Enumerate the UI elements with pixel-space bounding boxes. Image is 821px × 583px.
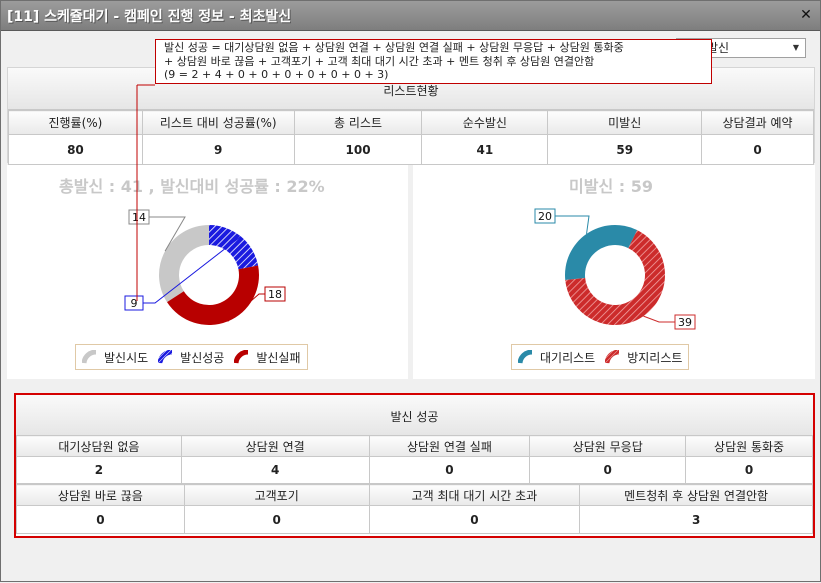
val-no-connect-after-ment: 3 (579, 505, 813, 534)
right-legend: 대기리스트 방지리스트 (511, 344, 690, 370)
donut-callout-line-2 (227, 293, 265, 322)
list-status-panel: 리스트현황 진행률(%) 리스트 대비 성공률(%) 총 리스트 순수발신 미발… (7, 67, 815, 165)
tooltip-line-3: (9 = 2 + 4 + 0 + 0 + 0 + 0 + 0 + 0 + 3) (164, 68, 389, 81)
val-agent-hangup: 0 (16, 505, 185, 534)
col-no-connect-after-ment: 멘트청취 후 상담원 연결안함 (579, 484, 813, 506)
val-agent-connected: 4 (180, 456, 370, 484)
donut-slice-1 (209, 225, 259, 270)
col-progress: 진행률(%) (8, 110, 143, 135)
left-legend: 발신시도 발신성공 발신실패 (75, 344, 308, 370)
tooltip-line-2: + 상담원 바로 끊음 + 고객포기 + 고객 최대 대기 시간 초과 + 멘트… (164, 54, 595, 68)
success-detail-panel: 발신 성공 대기상담원 없음 상담원 연결 상담원 연결 실패 상담원 무응답 … (16, 395, 813, 536)
donut-slice-0 (158, 225, 209, 303)
val-no-agent: 2 (16, 456, 182, 484)
legend-item-attempt: 발신시도 (82, 349, 148, 366)
left-chart-panel: 총발신 : 41 , 발신대비 성공률 : 22% 14 9 18 발신시도 발신성… (7, 165, 408, 379)
val-not-called: 59 (547, 134, 703, 165)
chevron-down-icon: ▼ (792, 43, 799, 52)
donut-label-1: 39 (678, 316, 692, 329)
legend-item-waiting: 대기리스트 (518, 349, 595, 366)
col-agent-hangup: 상담원 바로 끊음 (16, 484, 185, 506)
donut-slice-0 (565, 224, 638, 280)
col-not-called: 미발신 (547, 110, 703, 135)
col-agent-no-answer: 상담원 무응답 (529, 435, 687, 457)
success-title: 발신 성공 (390, 410, 439, 424)
val-success-rate: 9 (141, 134, 295, 165)
list-status-table: 진행률(%) 리스트 대비 성공률(%) 총 리스트 순수발신 미발신 상담결과… (8, 110, 814, 165)
call-type-value: 발신 (707, 41, 730, 55)
legend-item-fail: 발신실패 (234, 349, 301, 366)
donut-label-2: 18 (268, 288, 282, 301)
val-wait-timeout: 0 (368, 505, 581, 534)
donut-label-box-1 (674, 314, 696, 330)
donut-label-box-0 (534, 208, 556, 224)
legend-item-blocked: 방지리스트 (605, 349, 682, 366)
success-highlight-frame (14, 393, 815, 538)
donut-slice-1 (565, 230, 665, 325)
success-table-row2: 상담원 바로 끊음 고객포기 고객 최대 대기 시간 초과 멘트청취 후 상담원… (16, 484, 813, 534)
donut-label-0: 14 (132, 211, 146, 224)
val-progress: 80 (8, 134, 143, 165)
donut-label-box-0 (128, 209, 150, 225)
tooltip-line-1: 발신 성공 = 대기상담원 없음 + 상담원 연결 + 상담원 연결 실패 + … (164, 41, 624, 54)
col-agent-busy: 상담원 통화중 (685, 435, 813, 457)
donut-callout-line-0 (555, 215, 590, 234)
donut-label-box-2 (264, 286, 286, 302)
val-agent-connect-fail: 0 (368, 456, 531, 484)
left-donut-chart: 14 9 18 (124, 209, 286, 326)
val-customer-abandon: 0 (183, 505, 370, 534)
donut-label-box-1 (124, 295, 144, 311)
close-icon[interactable]: ✕ (800, 7, 812, 23)
col-agent-connected: 상담원 연결 (180, 435, 370, 457)
col-total-list: 총 리스트 (293, 110, 423, 135)
success-formula-tooltip: 발신 성공 = 대기상담원 없음 + 상담원 연결 + 상담원 연결 실패 + … (155, 39, 712, 84)
col-wait-timeout: 고객 최대 대기 시간 초과 (368, 484, 581, 506)
success-header: 발신 성공 (16, 395, 813, 435)
window-title: [11] 스케쥴대기 - 캠페인 진행 정보 - 최초발신 (7, 9, 292, 25)
donut-callout-line-0 (149, 216, 186, 252)
col-reservation: 상담결과 예약 (701, 110, 814, 135)
donut-label-1: 9 (131, 297, 138, 310)
legend-item-success: 발신성공 (158, 349, 224, 366)
title-bar: [11] 스케쥴대기 - 캠페인 진행 정보 - 최초발신 ✕ (1, 1, 820, 31)
donut-callout-line-1 (143, 236, 242, 304)
list-status-title: 리스트현황 (383, 84, 439, 98)
right-chart-title: 미발신 : 59 (569, 177, 653, 196)
val-reservation: 0 (701, 134, 814, 165)
right-chart-panel: 미발신 : 59 20 39 대기리스트 방지리스트 (413, 165, 815, 379)
col-pure-calls: 순수발신 (421, 110, 549, 135)
val-total-list: 100 (293, 134, 423, 165)
val-agent-busy: 0 (685, 456, 813, 484)
donut-label-0: 20 (538, 210, 552, 223)
donut-slice-2 (167, 265, 259, 326)
success-table-row1: 대기상담원 없음 상담원 연결 상담원 연결 실패 상담원 무응답 상담원 통화… (16, 435, 813, 484)
col-customer-abandon: 고객포기 (183, 484, 370, 506)
val-agent-no-answer: 0 (529, 456, 687, 484)
val-pure-calls: 41 (421, 134, 549, 165)
donut-callout-line-1 (643, 315, 675, 323)
col-success-rate: 리스트 대비 성공률(%) (141, 110, 295, 135)
